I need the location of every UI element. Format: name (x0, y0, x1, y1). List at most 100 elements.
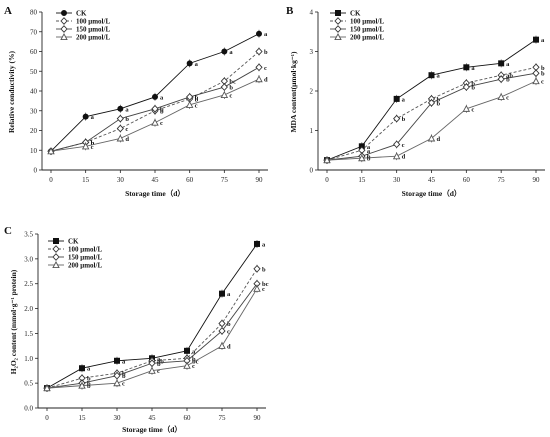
data-point (463, 64, 470, 71)
data-point (392, 152, 401, 160)
panel-label: C (4, 225, 12, 237)
significance-label: a (125, 106, 129, 113)
legend-label: 150 μmol/L (68, 254, 102, 262)
significance-label: c (192, 363, 195, 370)
data-point (428, 72, 435, 79)
y-tick-label: 2 (310, 88, 314, 96)
y-tick-label: 0.0 (24, 405, 33, 413)
significance-label: b (157, 361, 161, 368)
series-line (326, 72, 537, 161)
y-axis-title: Relative conductivity (%) (7, 50, 16, 133)
significance-label: b (160, 108, 164, 115)
significance-label: b (195, 94, 199, 101)
significance-label: c (506, 94, 509, 101)
legend-label: 150 μmol/L (76, 26, 110, 34)
series-line (50, 78, 260, 152)
x-axis-title: Storage time（d） (402, 188, 462, 198)
chart-panel-A: A 0 10 20 30 40 50 60 70 80 0 15 30 45 60 75 90 Storage t… (4, 5, 268, 198)
data-point (218, 290, 225, 297)
x-tick-label: 75 (219, 414, 227, 422)
data-point (113, 371, 121, 380)
data-point (498, 60, 505, 67)
significance-label: a (402, 96, 406, 103)
x-tick-label: 45 (152, 176, 160, 184)
significance-label: c (402, 142, 405, 149)
legend-marker (60, 33, 68, 41)
data-point (427, 134, 436, 142)
data-point (151, 118, 159, 126)
significance-label: ab (506, 73, 513, 80)
data-point (43, 384, 51, 392)
data-point (186, 93, 194, 101)
significance-label: c (264, 65, 267, 72)
significance-label: b (91, 140, 95, 147)
significance-label: b (471, 81, 475, 88)
significance-label: b (125, 116, 129, 123)
legend-label: CK (68, 238, 79, 246)
data-point (255, 47, 263, 56)
x-tick-label: 75 (498, 176, 506, 184)
x-tick-label: 45 (149, 414, 157, 422)
significance-label: b (229, 85, 233, 92)
data-point (253, 240, 260, 247)
x-tick-label: 30 (114, 414, 122, 422)
data-point (183, 361, 191, 369)
x-tick-label: 90 (256, 176, 264, 184)
y-tick-label: 80 (30, 9, 38, 17)
x-tick-label: 15 (82, 176, 90, 184)
data-point (220, 90, 229, 99)
legend-label: 200 μmol/L (68, 262, 102, 270)
significance-label: c (227, 328, 230, 335)
data-point (533, 36, 540, 43)
data-point (497, 75, 505, 84)
y-axis-title: H₂O₂ content (mmol·g⁻¹ protein) (9, 269, 18, 374)
significance-label: a (195, 61, 199, 68)
data-point (82, 113, 89, 120)
x-tick-label: 90 (254, 414, 262, 422)
y-tick-label: 50 (30, 68, 38, 76)
y-tick-label: 0.5 (24, 380, 33, 388)
data-point (462, 83, 470, 91)
significance-label: a (87, 366, 91, 373)
x-tick-label: 0 (45, 414, 49, 422)
data-point (497, 92, 505, 100)
significance-label: b (87, 383, 91, 390)
significance-label: b (541, 71, 545, 78)
x-tick-label: 30 (117, 176, 125, 184)
data-point (148, 359, 156, 368)
data-point (255, 75, 263, 83)
y-tick-label: 1 (310, 127, 314, 135)
significance-label: a (262, 241, 266, 248)
data-point (221, 48, 228, 55)
y-axis-title: MDA content(μmol·kg⁻¹) (289, 51, 298, 133)
y-tick-label: 20 (30, 127, 38, 135)
x-tick-label: 0 (325, 176, 329, 184)
data-point (218, 327, 226, 335)
legend-marker (52, 245, 60, 253)
data-point (116, 124, 124, 133)
data-point (183, 347, 190, 354)
data-point (532, 69, 540, 78)
significance-label: a (367, 144, 371, 151)
data-point (81, 142, 90, 150)
significance-label: c (91, 144, 94, 151)
legend-marker (334, 17, 342, 25)
significance-label: c (160, 120, 163, 127)
significance-label: a (160, 94, 164, 101)
data-point (148, 366, 156, 374)
data-point (185, 100, 194, 108)
significance-label: d (402, 154, 406, 161)
significance-label: b (367, 154, 371, 161)
y-tick-label: 2.5 (24, 280, 33, 288)
significance-label: c (541, 79, 544, 86)
series-line (50, 51, 260, 152)
significance-label: b (264, 49, 268, 56)
data-point (117, 105, 124, 112)
significance-label: b (506, 77, 510, 84)
data-point (186, 60, 193, 67)
data-point (116, 114, 124, 123)
